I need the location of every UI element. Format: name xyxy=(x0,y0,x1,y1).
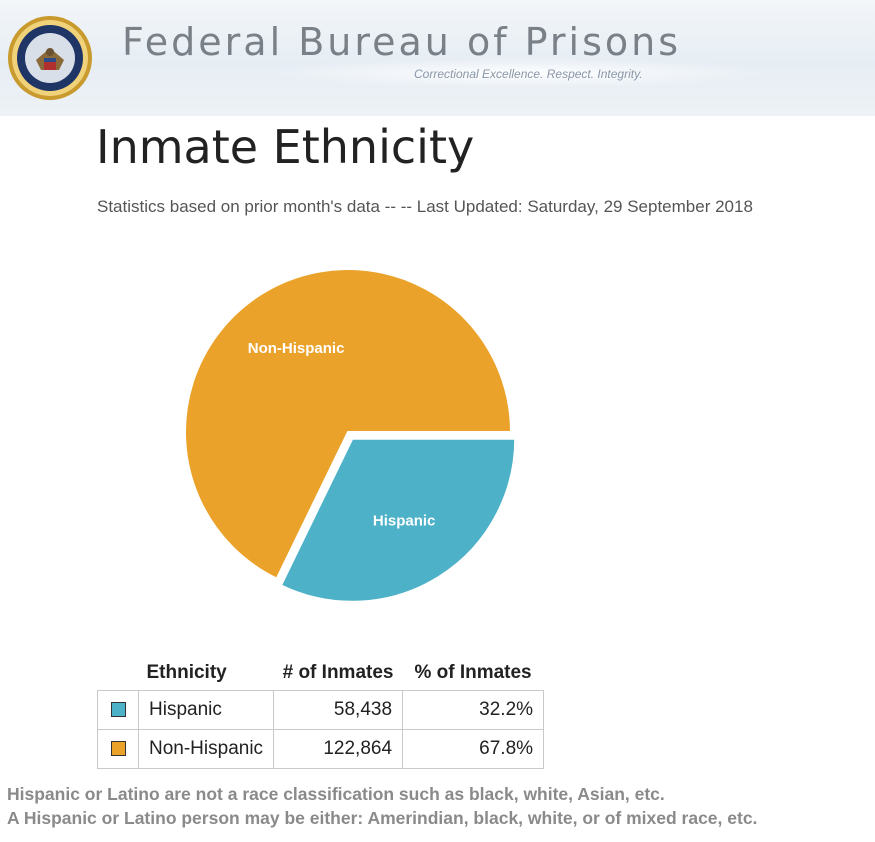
non-hispanic-color-swatch xyxy=(110,741,126,757)
ethnicity-pie-chart: Hispanic Non-Hispanic xyxy=(184,268,517,603)
page-title: Inmate Ethnicity xyxy=(96,120,475,174)
banner-swoosh xyxy=(260,58,780,88)
row-percent: 32.2% xyxy=(402,690,545,730)
ethnicity-note-2: A Hispanic or Latino person may be eithe… xyxy=(7,808,758,828)
table-row: Non-Hispanic 122,864 67.8% xyxy=(97,729,545,769)
agency-title[interactable]: Federal Bureau of Prisons xyxy=(122,20,682,64)
swatch-cell xyxy=(97,690,139,730)
stats-updated-line: Statistics based on prior month's data -… xyxy=(97,197,753,216)
row-count: 122,864 xyxy=(273,729,404,769)
ethnicity-note-1: Hispanic or Latino are not a race classi… xyxy=(7,784,665,804)
table-header-row: Ethnicity # of Inmates % of Inmates xyxy=(98,656,544,691)
row-percent: 67.8% xyxy=(402,729,545,769)
pie-slice-hispanic[interactable] xyxy=(279,437,517,603)
row-count: 58,438 xyxy=(273,690,404,730)
site-banner: Federal Bureau of Prisons Correctional E… xyxy=(0,0,875,116)
pie-slice-non-hispanic[interactable] xyxy=(184,268,513,580)
agency-tagline: Correctional Excellence. Respect. Integr… xyxy=(414,67,643,81)
pie-label-non-hispanic: Non-Hispanic xyxy=(248,340,345,357)
hispanic-color-swatch xyxy=(110,702,126,718)
doj-seal-logo[interactable] xyxy=(6,14,94,102)
swatch-column-header xyxy=(98,656,139,691)
column-header-ethnicity: Ethnicity xyxy=(146,662,227,683)
column-header-count: # of Inmates xyxy=(282,662,394,683)
column-header-percent: % of Inmates xyxy=(414,662,532,683)
pie-label-hispanic: Hispanic xyxy=(373,513,436,530)
row-label: Hispanic xyxy=(137,690,275,730)
table-row: Hispanic 58,438 32.2% xyxy=(97,690,545,730)
row-label: Non-Hispanic xyxy=(137,729,275,769)
ethnicity-table: Ethnicity # of Inmates % of Inmates Hisp… xyxy=(97,656,545,769)
swatch-cell xyxy=(97,729,139,769)
